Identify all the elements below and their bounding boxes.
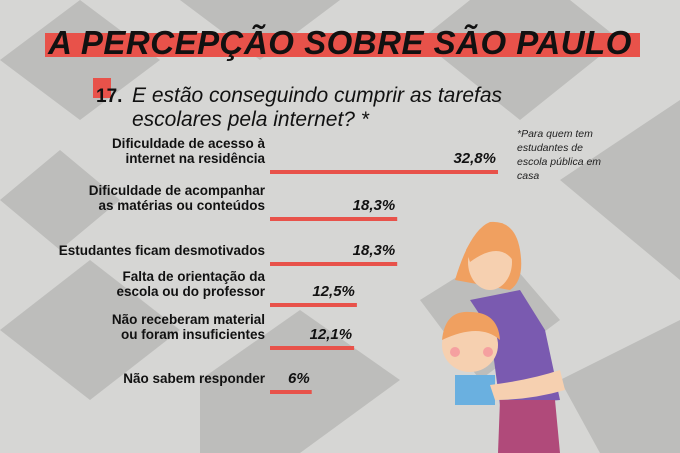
value-label: 18,3%	[352, 197, 396, 214]
value-label: 12,1%	[309, 326, 353, 343]
bar	[270, 217, 398, 221]
bar	[270, 303, 357, 307]
title-highlight	[45, 33, 640, 57]
title: A PERCEPÇÃO SOBRE SÃO PAULO	[48, 24, 632, 61]
value-label: 6%	[288, 370, 310, 387]
question: E estão conseguindo cumprir as tarefas e…	[132, 84, 503, 131]
category-label: Não sabem responder	[123, 371, 265, 386]
category-label: Falta de orientação da escola ou do prof…	[116, 269, 265, 299]
category-label: Dificuldade de acompanhar as matérias ou…	[88, 183, 265, 213]
question-number: 17.	[96, 86, 123, 107]
bar	[270, 346, 355, 350]
category-label: Não receberam material ou foram insufici…	[111, 312, 265, 342]
value-label: 18,3%	[352, 242, 396, 259]
bar	[270, 262, 398, 266]
value-label: 32,8%	[453, 150, 496, 167]
footnote: *Para quem tem estudantes de escola públ…	[517, 128, 602, 182]
bar	[270, 170, 498, 174]
value-label: 12,5%	[312, 283, 355, 300]
number-highlight	[93, 78, 111, 98]
illustration	[442, 221, 565, 453]
category-label: Dificuldade de acesso à internet na resi…	[111, 136, 265, 166]
bar	[270, 390, 312, 394]
category-label: Estudantes ficam desmotivados	[58, 243, 265, 258]
